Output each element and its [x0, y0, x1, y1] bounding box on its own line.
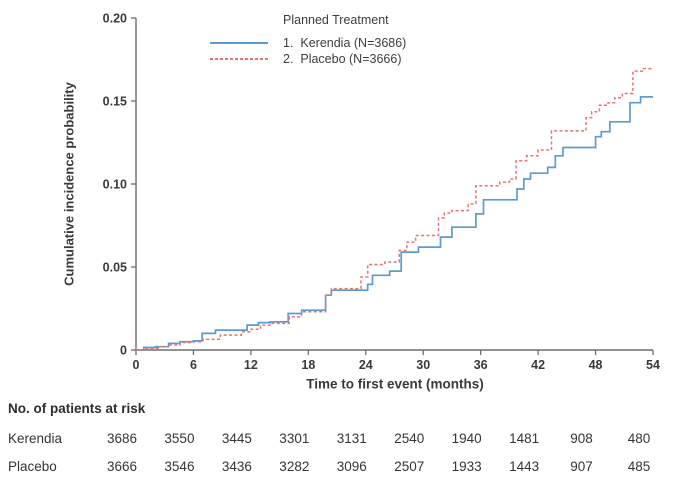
legend-label-kerendia: 1. Kerendia (N=3686) [283, 36, 407, 50]
risk-count: 3436 [221, 459, 252, 474]
risk-count: 3550 [164, 431, 195, 446]
risk-count: 3445 [221, 431, 252, 446]
risk-count: 1933 [451, 459, 482, 474]
x-tick-label: 0 [133, 358, 140, 372]
risk-row-label: Kerendia [8, 431, 63, 446]
y-tick-label: 0.20 [103, 12, 127, 26]
x-tick-label: 36 [474, 358, 488, 372]
x-tick-label: 48 [589, 358, 603, 372]
risk-count: 480 [627, 431, 651, 446]
x-tick-label: 18 [301, 358, 315, 372]
legend-item-placebo: 2. Placebo (N=3666) [210, 51, 406, 67]
legend-items: 1. Kerendia (N=3686) 2. Placebo (N=3666) [210, 35, 406, 67]
risk-count: 1940 [451, 431, 482, 446]
risk-table-title: No. of patients at risk [8, 401, 146, 416]
risk-count: 2507 [394, 459, 425, 474]
y-tick-label: 0.15 [103, 95, 127, 109]
cumulative-incidence-chart: 0 0.05 0.10 0.15 0.20 0 6 12 18 24 30 36 42 48 54 [103, 12, 660, 373]
kerendia-line-swatch [210, 42, 268, 44]
risk-count: 2540 [394, 431, 425, 446]
y-axis-title: Cumulative incidence probability [61, 82, 77, 286]
risk-row-kerendia: Kerendia 3686 3550 3445 3301 3131 2540 1940 1481… [0, 431, 680, 449]
x-tick-label: 30 [416, 358, 430, 372]
x-tick-label: 12 [244, 358, 258, 372]
risk-row-placebo: Placebo 3666 3546 3436 3282 3096 2507 1933 1443 9… [0, 459, 680, 477]
x-axis-title: Time to first event (months) [306, 376, 484, 392]
risk-count: 3282 [279, 459, 310, 474]
risk-count: 485 [627, 459, 651, 474]
x-tick-label: 24 [359, 358, 373, 372]
y-tick-label: 0.05 [103, 261, 127, 275]
legend-title: Planned Treatment [283, 13, 389, 27]
risk-count: 3546 [164, 459, 195, 474]
placebo-line-swatch [210, 58, 268, 60]
placebo-curve [136, 67, 653, 351]
risk-count: 3131 [336, 431, 367, 446]
risk-count: 3686 [106, 431, 138, 446]
x-tick-label: 54 [646, 358, 660, 372]
y-tick-label: 0.10 [103, 178, 127, 192]
risk-count: 3666 [106, 459, 138, 474]
risk-count: 1481 [509, 431, 540, 446]
y-tick-label: 0 [120, 344, 127, 358]
legend: Planned Treatment 1. Kerendia (N=3686) 2.… [210, 13, 406, 67]
risk-count: 907 [570, 459, 593, 474]
x-tick-label: 6 [190, 358, 197, 372]
risk-row-label: Placebo [8, 459, 57, 474]
risk-count: 1443 [509, 459, 540, 474]
axes [135, 18, 653, 351]
risk-count: 908 [570, 431, 593, 446]
risk-count: 3301 [279, 431, 310, 446]
legend-label-placebo: 2. Placebo (N=3666) [283, 52, 402, 66]
risk-count: 3096 [336, 459, 367, 474]
kerendia-curve [136, 96, 653, 351]
x-tick-label: 42 [531, 358, 545, 372]
legend-item-kerendia: 1. Kerendia (N=3686) [210, 35, 406, 51]
